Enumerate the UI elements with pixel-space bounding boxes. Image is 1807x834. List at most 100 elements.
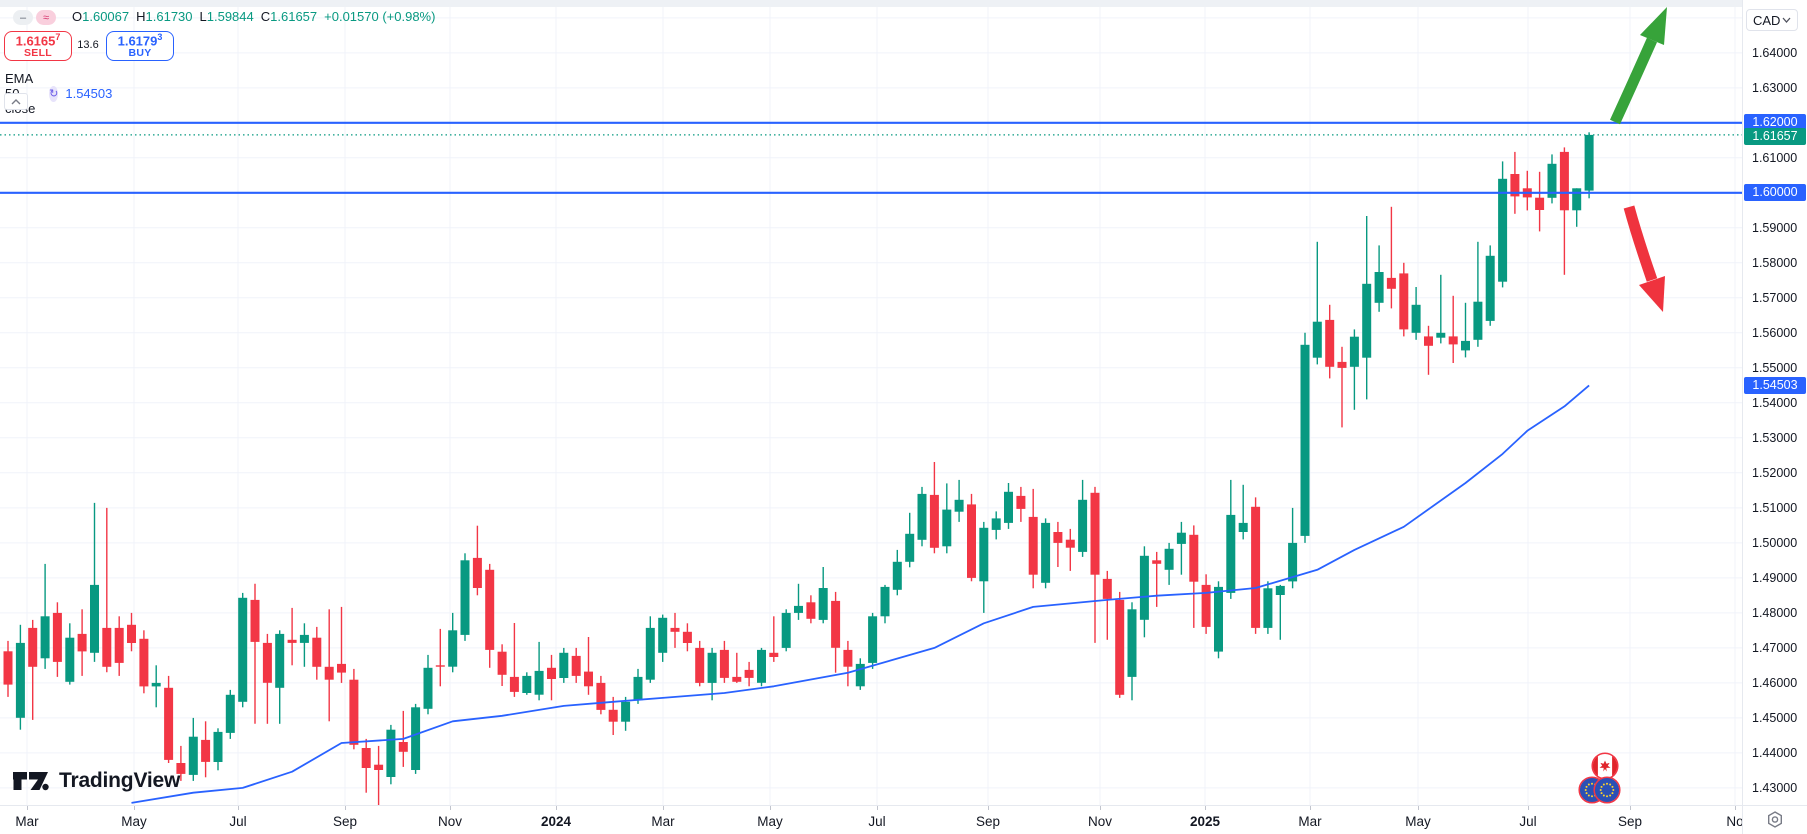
candle-body [3,651,13,685]
candle-body [1226,514,1236,593]
candle-body [929,494,939,548]
candle-body [127,624,136,643]
candle-body [1189,534,1199,582]
symbol-minimize-chip[interactable]: – [13,10,33,25]
time-axis-label: 2024 [540,814,572,829]
candle-body [65,637,75,682]
candle-body [1374,272,1384,303]
chart-plot-area[interactable] [0,0,1742,805]
time-axis-tick [988,806,989,810]
price-axis-label: 1.46000 [1752,676,1798,690]
time-axis-tick [345,806,346,810]
candle-body [1411,304,1421,333]
candle-body [337,663,346,673]
watermark-text: TradingView [59,769,181,792]
low-label: L [199,9,207,24]
candle-body [670,627,680,632]
candle-body [250,599,260,642]
buy-button[interactable]: 1.61793 BUY [106,31,174,61]
candle-body [1473,301,1483,340]
candle-body [448,630,458,667]
candle-body [90,584,99,653]
canada-flag-icon[interactable] [1591,752,1619,780]
down-arrow-annotation[interactable] [1623,205,1665,312]
tradingview-logo-icon [13,772,49,791]
time-axis-label: May [121,814,147,829]
candle-body [732,676,742,682]
time-axis-label: Nov [437,814,463,829]
refresh-icon[interactable]: ↻ [49,85,59,102]
candle-body [1424,336,1433,346]
price-axis-label: 1.43000 [1752,781,1798,795]
candle-body [954,499,964,512]
candle-body [139,638,149,687]
candle-body [794,605,803,613]
candle-body [411,707,421,770]
candle-body [1312,321,1322,358]
time-axis-label: May [1405,814,1431,829]
candle-body [225,694,235,733]
buy-label: BUY [128,46,152,59]
candle-body [52,612,62,662]
candle-body [1078,499,1088,552]
eu-flag-icon[interactable] [1593,776,1621,804]
candle-body [682,631,692,643]
candle-body [695,647,705,683]
candle-body [1065,539,1075,548]
chevron-up-icon [11,98,21,104]
candle-body [905,533,915,562]
candle-body [275,633,285,688]
candle-body [818,588,828,620]
candle-body [201,739,211,762]
sell-price: 1.61657 [15,32,61,49]
axis-corner [1742,805,1807,834]
currency-value: CAD [1753,12,1781,28]
time-axis-tick [663,806,664,810]
candle-body [312,637,322,667]
sell-button[interactable]: 1.61657 SELL [4,31,72,61]
candle-body [1152,560,1162,564]
candle-body [892,561,902,590]
candle-body [1041,522,1051,583]
candle-body [238,597,248,702]
candle-body [1337,361,1347,368]
price-axis-label: 1.56000 [1752,326,1798,340]
candle-body [868,616,878,663]
time-axis-tick [1528,806,1529,810]
axis-settings-gear-icon[interactable] [1765,810,1785,830]
ema-indicator-value: 1.54503 [65,86,113,101]
candle-body [374,764,384,770]
candle-body [361,748,371,768]
close-label: C [260,9,271,24]
candle-body [744,669,754,678]
time-axis-tick [770,806,771,810]
tradingview-watermark[interactable]: TradingView [13,767,180,795]
candle-body [509,676,519,692]
candle-body [262,642,272,683]
candle-body [435,665,445,667]
price-axis-label: 1.63000 [1752,81,1798,95]
time-axis-tick [1100,806,1101,810]
candle-body [547,667,556,679]
up-arrow-annotation[interactable] [1610,7,1667,125]
sell-label: SELL [23,46,53,59]
legend-collapse-button[interactable] [4,93,28,110]
currency-selector[interactable]: CAD [1746,9,1798,31]
candle-body [584,671,593,687]
wave-toggle-chip[interactable]: ≈ [36,10,56,25]
time-axis[interactable]: Mar May Jul Sep Nov 2024 Mar May Jul Sep Nov 2025 Ma… [0,805,1744,834]
time-axis-tick [877,806,878,810]
top-strip [0,0,1807,7]
price-axis-label: 1.49000 [1752,571,1798,585]
time-axis-tick [1205,806,1206,810]
candle-body [781,612,791,648]
candle-body [806,602,816,619]
candle-body [423,667,433,709]
price-label-badge: 1.62000 [1744,114,1806,131]
candle-body [1584,134,1594,191]
candlestick-chart[interactable] [0,0,1742,805]
low-value: 1.59844 [206,9,254,24]
price-axis[interactable]: 1.64000 1.63000 1.61000 1.59000 1.58000 1.570… [1742,0,1807,805]
price-axis-label: 1.57000 [1752,291,1798,305]
close-value: 1.61657 [270,9,318,24]
